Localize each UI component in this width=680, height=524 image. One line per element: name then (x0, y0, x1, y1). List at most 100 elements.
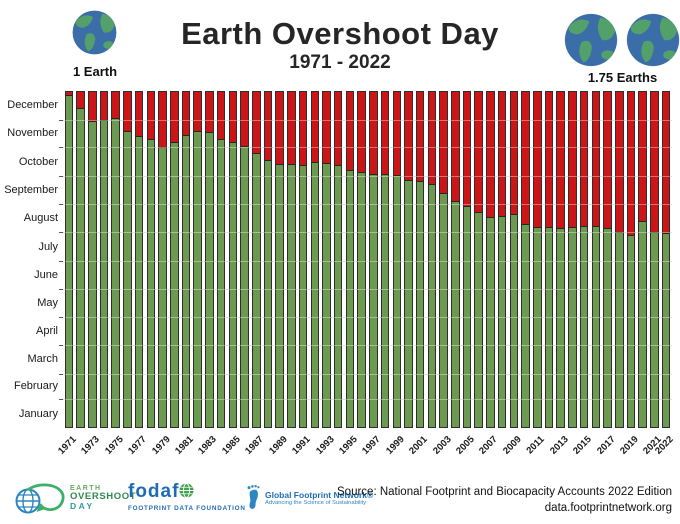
y-tick-label-august: August (23, 211, 58, 224)
overshoot-bar-1989 (275, 91, 284, 428)
month-gridline (63, 317, 672, 319)
within-budget-segment (252, 152, 260, 427)
within-budget-segment (569, 226, 576, 427)
y-tick-label-july: July (38, 240, 58, 253)
overshoot-bar-2017 (603, 91, 612, 428)
earth-overshoot-day-logo-icon (15, 483, 65, 514)
y-tick-label-april: April (35, 325, 58, 338)
partial-earth-globe-icon (626, 13, 680, 67)
within-budget-segment (323, 162, 330, 427)
within-budget-segment (428, 184, 436, 427)
month-gridline-overlay (63, 232, 672, 234)
month-gridline (63, 399, 672, 401)
y-axis-tick (59, 399, 63, 401)
overshoot-bar-2008 (497, 91, 507, 428)
y-axis-tick (59, 119, 63, 121)
one-earth-label: 1 Earth (72, 64, 118, 79)
month-gridline-overlay (63, 317, 672, 319)
within-budget-segment (639, 221, 646, 427)
within-budget-segment (545, 226, 553, 427)
overshoot-bar-1988 (263, 91, 273, 428)
month-gridline-overlay (63, 260, 672, 262)
overshoot-bar-2000 (404, 91, 413, 428)
overshoot-bar-1977 (134, 91, 144, 428)
overshoot-bar-1971 (64, 91, 74, 428)
within-budget-segment (159, 147, 166, 427)
within-budget-segment (241, 146, 248, 427)
month-gridline (63, 344, 672, 346)
y-tick-label-june: June (34, 268, 58, 281)
overshoot-bar-1992 (310, 91, 320, 428)
fodafo-logo-text: fodaf (128, 481, 180, 502)
overshoot-bar-1972 (76, 91, 85, 428)
within-budget-segment (604, 228, 611, 427)
earth-overshoot-day-logo-text: EARTH OVERSHOOT DAY (70, 485, 136, 511)
within-budget-segment (405, 180, 412, 427)
month-gridline-overlay (63, 399, 672, 401)
overshoot-bar-1994 (333, 91, 343, 428)
gfn-logo-name: Global Footprint Network® (265, 489, 374, 500)
within-budget-segment (487, 217, 494, 427)
overshoot-bar-2011 (533, 91, 542, 428)
overshoot-bar-1976 (123, 91, 132, 428)
within-budget-segment (557, 227, 564, 427)
overshoot-bar-2021 (650, 91, 659, 428)
within-budget-segment (334, 164, 342, 427)
overshoot-bar-1980 (169, 91, 179, 428)
overshoot-bar-2015 (579, 91, 589, 428)
within-budget-segment (662, 233, 670, 427)
within-budget-segment (135, 136, 143, 427)
fodafo-logo: fodaf FOOTPRINT DATA FOUNDATION (128, 482, 246, 512)
overshoot-bar-1984 (216, 91, 226, 428)
month-gridline-overlay (63, 203, 672, 205)
overshoot-bar-1975 (111, 91, 120, 428)
overshoot-bar-1981 (181, 91, 191, 428)
within-budget-segment (651, 232, 658, 427)
month-gridline (63, 373, 672, 375)
earth-globe-icon (72, 10, 117, 55)
within-budget-segment (229, 141, 237, 427)
within-budget-segment (182, 135, 190, 427)
month-gridline-overlay (63, 175, 672, 177)
month-gridline-overlay (63, 344, 672, 346)
source-attribution: Source: National Footprint and Biocapaci… (337, 484, 672, 516)
y-tick-label-may: May (37, 296, 58, 309)
overshoot-bar-1979 (158, 91, 167, 428)
within-budget-segment (299, 164, 307, 427)
overshoot-bar-2022 (661, 91, 671, 428)
overshoot-bar-1993 (322, 91, 331, 428)
overshoot-bar-1997 (369, 91, 378, 428)
overshoot-bar-2013 (556, 91, 565, 428)
month-gridline-overlay (63, 119, 672, 121)
within-budget-segment (452, 200, 459, 427)
within-budget-segment (498, 216, 506, 427)
overshoot-bar-2010 (521, 91, 530, 428)
month-gridline-overlay (63, 288, 672, 290)
within-budget-segment (440, 193, 447, 427)
overshoot-bar-2002 (427, 91, 437, 428)
overshoot-bar-2003 (439, 91, 448, 428)
y-axis-tick (59, 288, 63, 290)
overshoot-bar-1974 (99, 91, 109, 428)
month-gridline (63, 175, 672, 177)
overshoot-bar-2001 (415, 91, 425, 428)
overshoot-bar-1985 (228, 91, 238, 428)
y-tick-label-november: November (7, 127, 58, 140)
overshoot-bar-1987 (251, 91, 261, 428)
month-gridline (63, 119, 672, 121)
overshoot-bar-2016 (591, 91, 601, 428)
within-budget-segment (627, 234, 635, 427)
within-budget-segment (463, 206, 471, 427)
page-title: Earth Overshoot Day (181, 16, 499, 51)
footer: EARTH OVERSHOOT DAY fodaf FOOTPRINT DATA… (0, 478, 680, 524)
within-budget-segment (358, 172, 365, 427)
within-budget-segment (510, 213, 518, 427)
within-budget-segment (522, 223, 529, 427)
overshoot-bar-2020 (638, 91, 647, 428)
within-budget-segment (370, 173, 377, 427)
within-budget-segment (475, 211, 483, 427)
within-budget-segment (264, 160, 272, 427)
within-budget-segment (112, 117, 119, 427)
month-gridline (63, 203, 672, 205)
